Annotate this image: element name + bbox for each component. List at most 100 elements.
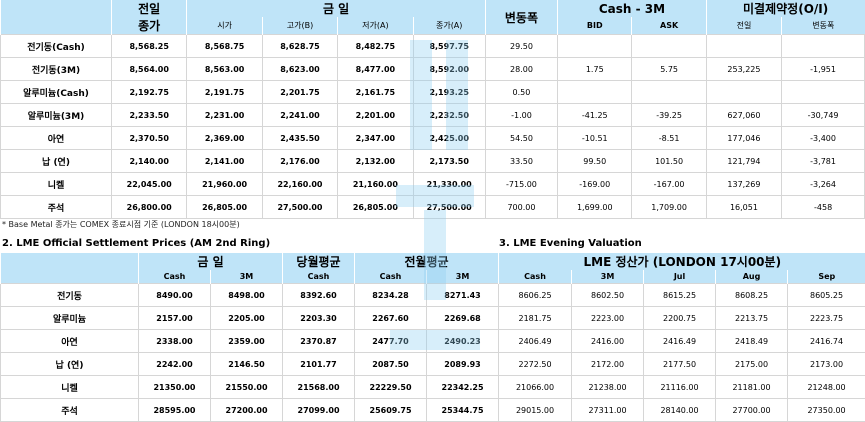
table-header-row: 전일 금 일 변동폭 Cash - 3M 미결제약정(O/I) bbox=[1, 0, 865, 17]
month-avg-price: 21568.00 bbox=[283, 376, 355, 399]
low-price: 21,160.00 bbox=[338, 173, 413, 196]
close-price: 21,330.00 bbox=[413, 173, 485, 196]
evening-cash: 8606.25 bbox=[499, 284, 572, 307]
bid-value: 99.50 bbox=[558, 150, 632, 173]
evening-cash: 2181.75 bbox=[499, 307, 572, 330]
prev-close: 2,192.75 bbox=[112, 81, 187, 104]
evening-sep: 27350.00 bbox=[788, 399, 865, 422]
evening-aug: 2213.75 bbox=[716, 307, 788, 330]
evening-aug: 8608.25 bbox=[716, 284, 788, 307]
oi-change: -3,264 bbox=[782, 173, 865, 196]
evening-cash: 2272.50 bbox=[499, 353, 572, 376]
prev-month-3m: 2269.68 bbox=[427, 307, 499, 330]
metal-name: 주석 bbox=[1, 399, 139, 422]
header-cash-3m: Cash - 3M bbox=[558, 0, 707, 17]
prev-month-cash: 8234.28 bbox=[355, 284, 427, 307]
change-value: 29.50 bbox=[485, 35, 557, 58]
open-interest: 16,051 bbox=[706, 196, 781, 219]
metal-name: 알루미늄(3M) bbox=[1, 104, 112, 127]
month-avg-price: 8392.60 bbox=[283, 284, 355, 307]
oi-change: -1,951 bbox=[782, 58, 865, 81]
subheader-ev-3m: 3M bbox=[572, 270, 644, 284]
evening-sep: 2173.00 bbox=[788, 353, 865, 376]
metal-name: 납 (연) bbox=[1, 353, 139, 376]
prev-close: 2,233.50 bbox=[112, 104, 187, 127]
subheader-sep: Sep bbox=[788, 270, 865, 284]
month-avg-price: 2203.30 bbox=[283, 307, 355, 330]
prev-month-cash: 22229.50 bbox=[355, 376, 427, 399]
open-price: 8,568.75 bbox=[187, 35, 262, 58]
open-interest: 121,794 bbox=[706, 150, 781, 173]
prev-month-cash: 2087.50 bbox=[355, 353, 427, 376]
subheader-low: 저가(A) bbox=[338, 17, 413, 35]
table-subheader-row: Cash 3M Cash Cash 3M Cash 3M Jul Aug Sep bbox=[1, 270, 865, 284]
metal-name: 전기동 bbox=[1, 284, 139, 307]
three-month-price: 2146.50 bbox=[211, 353, 283, 376]
prev-month-3m: 8271.43 bbox=[427, 284, 499, 307]
open-price: 21,960.00 bbox=[187, 173, 262, 196]
low-price: 2,347.00 bbox=[338, 127, 413, 150]
high-price: 2,241.00 bbox=[262, 104, 337, 127]
low-price: 8,482.75 bbox=[338, 35, 413, 58]
open-price: 2,191.75 bbox=[187, 81, 262, 104]
change-value: -1.00 bbox=[485, 104, 557, 127]
prev-month-3m: 25344.75 bbox=[427, 399, 499, 422]
close-price: 8,597.75 bbox=[413, 35, 485, 58]
header-change: 변동폭 bbox=[485, 0, 557, 35]
ask-value: 5.75 bbox=[632, 58, 706, 81]
evening-aug: 2418.49 bbox=[716, 330, 788, 353]
open-interest: 627,060 bbox=[706, 104, 781, 127]
evening-aug: 21181.00 bbox=[716, 376, 788, 399]
ask-value: -8.51 bbox=[632, 127, 706, 150]
oi-change bbox=[782, 35, 865, 58]
ask-value: -167.00 bbox=[632, 173, 706, 196]
evening-aug: 27700.00 bbox=[716, 399, 788, 422]
header-today: 금 일 bbox=[187, 0, 485, 17]
section-2-title: 2. LME Official Settlement Prices (AM 2n… bbox=[2, 238, 270, 249]
prev-month-3m: 2490.23 bbox=[427, 330, 499, 353]
subheader-close: 종가(A) bbox=[413, 17, 485, 35]
table-header-row: 금 일 당월평균 전월평균 LME 정산가 (LONDON 17시00분) bbox=[1, 253, 865, 270]
evening-jul: 2200.75 bbox=[644, 307, 716, 330]
metal-name: 납 (연) bbox=[1, 150, 112, 173]
evening-3m: 2172.00 bbox=[572, 353, 644, 376]
subheader-prev-3m: 3M bbox=[427, 270, 499, 284]
close-price: 8,592.00 bbox=[413, 58, 485, 81]
evening-sep: 2416.74 bbox=[788, 330, 865, 353]
prev-month-3m: 22342.25 bbox=[427, 376, 499, 399]
high-price: 22,160.00 bbox=[262, 173, 337, 196]
subheader-oi-prev: 전일 bbox=[706, 17, 781, 35]
close-price: 2,173.50 bbox=[413, 150, 485, 173]
cash-price: 2157.00 bbox=[139, 307, 211, 330]
close-price: 2,193.25 bbox=[413, 81, 485, 104]
subheader-ev-cash: Cash bbox=[499, 270, 572, 284]
open-interest bbox=[706, 35, 781, 58]
prev-close: 26,800.00 bbox=[112, 196, 187, 219]
open-price: 2,369.00 bbox=[187, 127, 262, 150]
evening-sep: 21248.00 bbox=[788, 376, 865, 399]
lme-settlement-table: 금 일 당월평균 전월평균 LME 정산가 (LONDON 17시00분) Ca… bbox=[0, 253, 865, 422]
three-month-price: 27200.00 bbox=[211, 399, 283, 422]
evening-jul: 8615.25 bbox=[644, 284, 716, 307]
three-month-price: 2205.00 bbox=[211, 307, 283, 330]
evening-cash: 21066.00 bbox=[499, 376, 572, 399]
change-value: 33.50 bbox=[485, 150, 557, 173]
prev-month-cash: 2477.70 bbox=[355, 330, 427, 353]
cash-price: 2242.00 bbox=[139, 353, 211, 376]
metal-name: 알루미늄(Cash) bbox=[1, 81, 112, 104]
low-price: 2,201.00 bbox=[338, 104, 413, 127]
metal-name: 니켈 bbox=[1, 376, 139, 399]
subheader-3m: 3M bbox=[211, 270, 283, 284]
close-price: 2,232.50 bbox=[413, 104, 485, 127]
evening-sep: 2223.75 bbox=[788, 307, 865, 330]
subheader-aug: Aug bbox=[716, 270, 788, 284]
cash-price: 8490.00 bbox=[139, 284, 211, 307]
open-price: 26,805.00 bbox=[187, 196, 262, 219]
